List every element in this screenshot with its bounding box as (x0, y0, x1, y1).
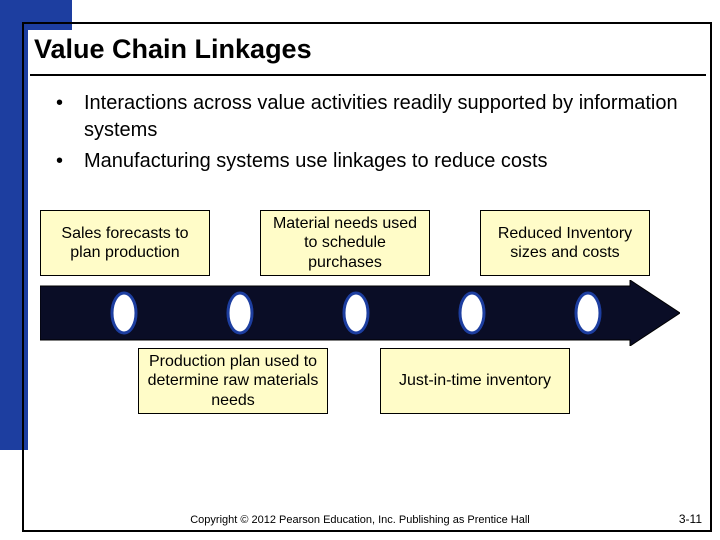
chain-arrow (40, 280, 680, 346)
chain-box-top: Sales forecasts to plan production (40, 210, 210, 276)
bullet-item: • Manufacturing systems use linkages to … (56, 148, 696, 175)
chain-diagram: Sales forecasts to plan production Mater… (40, 210, 700, 430)
box-label: Just-in-time inventory (399, 371, 551, 390)
chain-box-top: Material needs used to schedule purchase… (260, 210, 430, 276)
page-number: 3-11 (679, 512, 702, 526)
bullet-list: • Interactions across value activities r… (56, 90, 696, 179)
bullet-text: Manufacturing systems use linkages to re… (84, 148, 548, 175)
box-label: Production plan used to determine raw ma… (143, 352, 323, 410)
chain-oval (112, 293, 136, 333)
box-label: Material needs used to schedule purchase… (265, 214, 425, 272)
bullet-marker: • (56, 148, 84, 175)
chain-oval (228, 293, 252, 333)
chain-oval (460, 293, 484, 333)
chain-box-top: Reduced Inventory sizes and costs (480, 210, 650, 276)
chain-oval (576, 293, 600, 333)
bullet-text: Interactions across value activities rea… (84, 90, 696, 144)
box-label: Reduced Inventory sizes and costs (485, 224, 645, 262)
chain-box-bottom: Just-in-time inventory (380, 348, 570, 414)
box-label: Sales forecasts to plan production (45, 224, 205, 262)
copyright-footer: Copyright © 2012 Pearson Education, Inc.… (0, 514, 720, 526)
bullet-marker: • (56, 90, 84, 144)
slide-title: Value Chain Linkages (34, 34, 312, 65)
bullet-item: • Interactions across value activities r… (56, 90, 696, 144)
title-underline (30, 74, 706, 76)
chain-oval (344, 293, 368, 333)
chain-box-bottom: Production plan used to determine raw ma… (138, 348, 328, 414)
